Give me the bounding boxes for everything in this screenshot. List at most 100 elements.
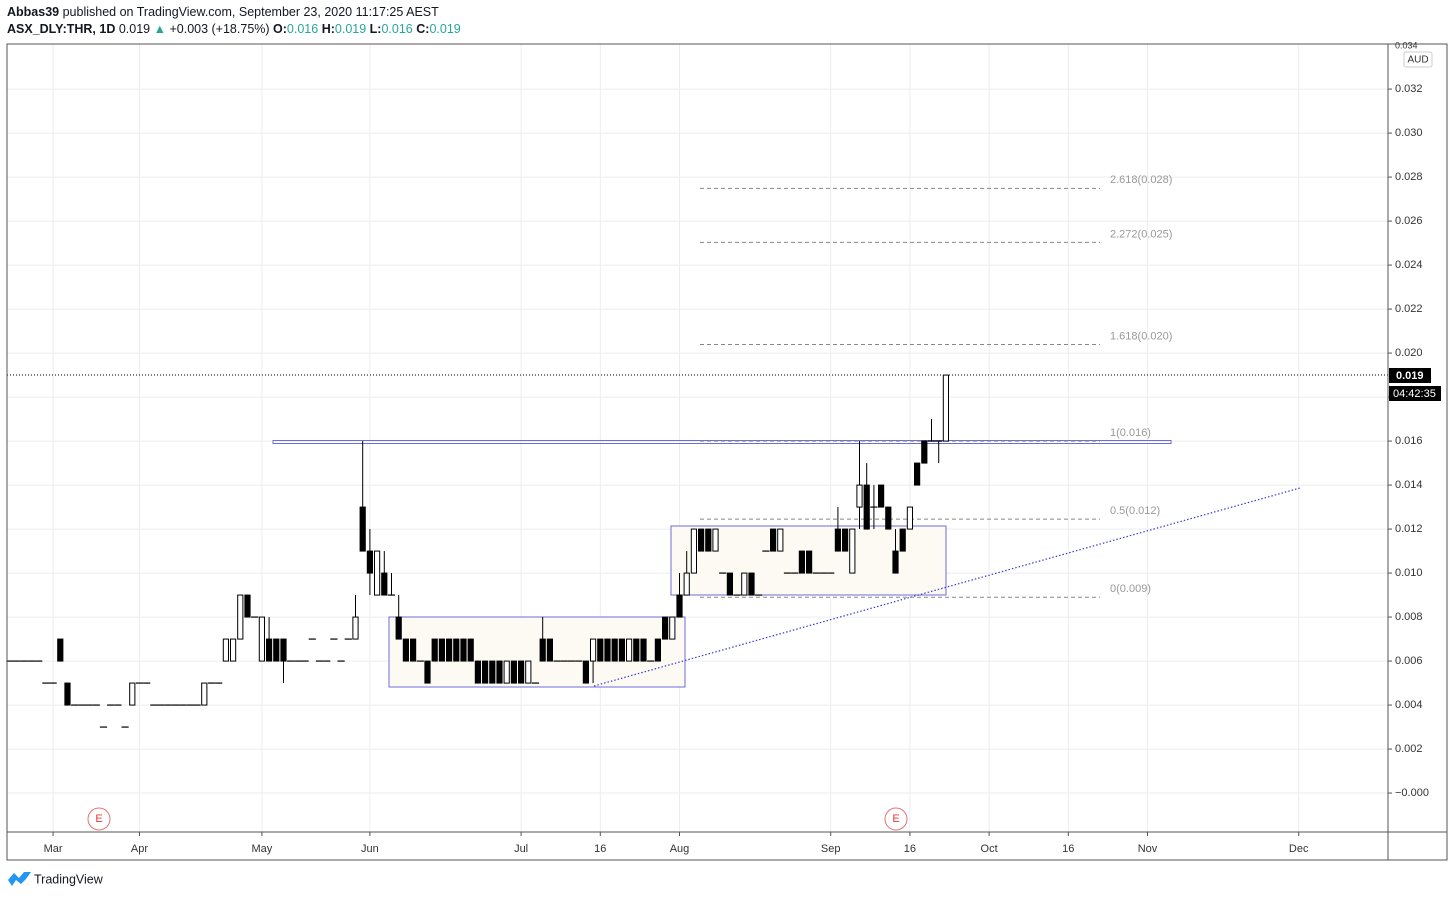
y-tick-label: 0.002 [1395, 743, 1423, 755]
candle-body [546, 638, 553, 662]
candle-body [892, 550, 899, 574]
x-tick-label: Jun [361, 843, 379, 855]
frame [6, 43, 1448, 861]
event-marker[interactable] [87, 807, 111, 831]
y-tick-label: 0.034 [1395, 40, 1418, 50]
l-label: L: [369, 22, 382, 36]
fib-label: 0(0.009) [1110, 583, 1151, 595]
candle-body [64, 682, 71, 706]
candle-body [899, 528, 906, 552]
candle-body [849, 528, 856, 574]
y-tick-label: 0.014 [1395, 479, 1423, 491]
candle-body [280, 638, 287, 662]
candles [6, 374, 950, 728]
event-label: E [95, 813, 102, 825]
candle-body [503, 660, 510, 684]
candle-body [669, 616, 676, 640]
header: Abbas39 published on TradingView.com, Se… [7, 4, 461, 38]
candle-body [453, 638, 460, 662]
candle-body [914, 462, 921, 486]
x-tick-label: Mar [44, 843, 63, 855]
candle-body [834, 528, 842, 552]
x-tick-label: Jul [514, 843, 528, 855]
candle-body [806, 550, 813, 574]
candle-body [373, 550, 381, 596]
candle-body [489, 660, 496, 684]
last-price-box [1389, 368, 1431, 383]
fib-label: 2.618(0.028) [1110, 174, 1172, 186]
candle-body [265, 638, 273, 662]
candle-body [424, 660, 431, 684]
x-tick-label: Dec [1289, 843, 1309, 855]
candle-body [597, 638, 604, 662]
candle-body [359, 506, 366, 552]
candle-body [604, 638, 611, 662]
candle-body [517, 660, 525, 684]
fib-label: 1(0.016) [1110, 427, 1151, 439]
candle-body [445, 638, 453, 662]
o-label: O: [273, 22, 287, 36]
o: 0.016 [286, 22, 319, 36]
x-tick-label: Oct [981, 843, 998, 855]
candle-body [770, 528, 777, 552]
candle-body [481, 660, 489, 684]
event-marker[interactable] [884, 807, 908, 831]
fib-label: 1.618(0.020) [1110, 330, 1172, 342]
y-tick-label: 0.004 [1395, 699, 1423, 711]
candle-body [741, 572, 748, 596]
brand: TradingView [34, 872, 104, 886]
y-tick-label: 0.008 [1395, 611, 1423, 623]
y-tick-label: 0.012 [1395, 523, 1423, 535]
candle-body [625, 638, 633, 662]
fib-levels: 2.618(0.028) 2.272(0.025) 1.618(0.020) 1(0.… [700, 174, 1172, 598]
candle-body [237, 594, 244, 640]
candle-body [856, 484, 863, 508]
candle-body [352, 616, 359, 640]
x-tick-label: 16 [594, 843, 606, 855]
h-label: H: [321, 22, 335, 36]
y-tick-label: −0.000 [1395, 787, 1429, 799]
y-tick-label: 0.024 [1395, 259, 1423, 271]
fib-label: 0.5(0.012) [1110, 505, 1160, 517]
candle-body [942, 374, 950, 442]
candle-body [842, 528, 849, 552]
x-tick-label: Sep [821, 843, 841, 855]
candle-body [582, 660, 589, 684]
brand-logo [8, 872, 31, 886]
grid [7, 44, 1388, 832]
x-tick-label: May [251, 843, 272, 855]
candle-body [705, 528, 712, 552]
candle-body [510, 660, 517, 684]
candle-body [229, 638, 237, 662]
axes: −0.000 0.002 0.004 0.006 0.008 0.010 0.012 0.01… [44, 40, 1429, 855]
countdown-box [1389, 386, 1441, 401]
candle-body [885, 506, 892, 530]
candle-body [539, 638, 546, 662]
candle-body [618, 638, 625, 662]
candle-body [402, 638, 409, 662]
candle-body [777, 528, 784, 552]
candle-body [654, 638, 661, 662]
candle-body [381, 572, 388, 596]
candle-body [244, 594, 251, 618]
candle-body [690, 528, 697, 574]
candle-body [633, 638, 640, 662]
candle-body [222, 638, 229, 662]
arrow: ▲ [153, 22, 166, 36]
y-tick-label: 0.030 [1395, 127, 1423, 139]
candle-body [438, 638, 445, 662]
x-tick-label: Aug [670, 843, 690, 855]
y-tick-label: 0.028 [1395, 171, 1423, 183]
header-line-2: ASX_DLY:THR, 1D 0.019 ▲ +0.003 (+18.75%)… [7, 21, 461, 38]
x-tick-label: 16 [1062, 843, 1074, 855]
y-tick-label: 0.032 [1395, 83, 1423, 95]
candle-body [129, 682, 136, 706]
candle-body [258, 616, 265, 662]
resistance-line [272, 440, 1172, 444]
candle-body [640, 638, 647, 662]
symbol: ASX_DLY:THR, 1D [7, 22, 116, 36]
y-tick-label: 0.020 [1395, 347, 1423, 359]
candle-body [921, 440, 928, 464]
candle-body [661, 616, 669, 640]
candle-body [698, 528, 705, 552]
